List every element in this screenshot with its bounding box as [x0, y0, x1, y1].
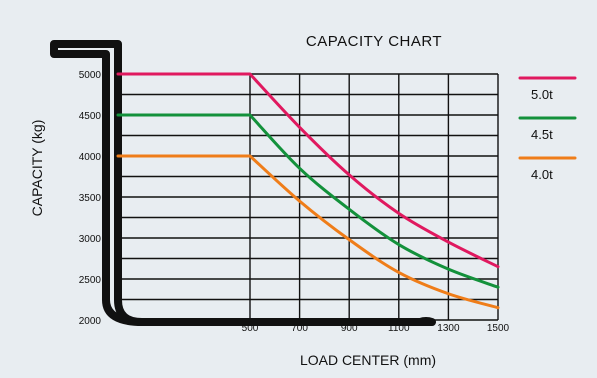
legend-layer: 5.0t 4.5t 4.0t	[518, 76, 577, 182]
y-tick-label: 5000	[79, 70, 102, 81]
y-tick-label: 4500	[79, 111, 102, 122]
series-line-4-0t	[116, 154, 500, 310]
y-tick-label: 4000	[79, 152, 102, 163]
y-tick-label: 3000	[79, 234, 102, 245]
x-tick-label: 700	[291, 323, 308, 334]
y-axis-label: CAPACITY (kg)	[29, 120, 45, 217]
legend-label-5-0t: 5.0t	[531, 87, 553, 102]
y-tick-label: 3500	[79, 193, 102, 204]
x-axis-label: LOAD CENTER (mm)	[300, 352, 436, 368]
x-tick-label: 1500	[487, 323, 510, 334]
tick-layer: 5000 4500 4000 3500 3000 2500 2000 500 700 900 110…	[79, 70, 510, 334]
chart-title: CAPACITY CHART	[306, 33, 442, 50]
x-tick-label: 900	[341, 323, 358, 334]
y-tick-label: 2500	[79, 275, 102, 286]
x-tick-label: 1300	[437, 323, 460, 334]
x-tick-label: 500	[242, 323, 259, 334]
series-line-5-0t	[116, 72, 500, 269]
legend-label-4-0t: 4.0t	[531, 167, 553, 182]
series-line-4-5t	[116, 113, 500, 289]
x-tick-label: 1100	[388, 323, 410, 334]
series-layer	[116, 72, 500, 310]
legend-label-4-5t: 4.5t	[531, 127, 553, 142]
forklift-fork-outline	[50, 40, 436, 326]
y-tick-label: 2000	[79, 316, 102, 327]
